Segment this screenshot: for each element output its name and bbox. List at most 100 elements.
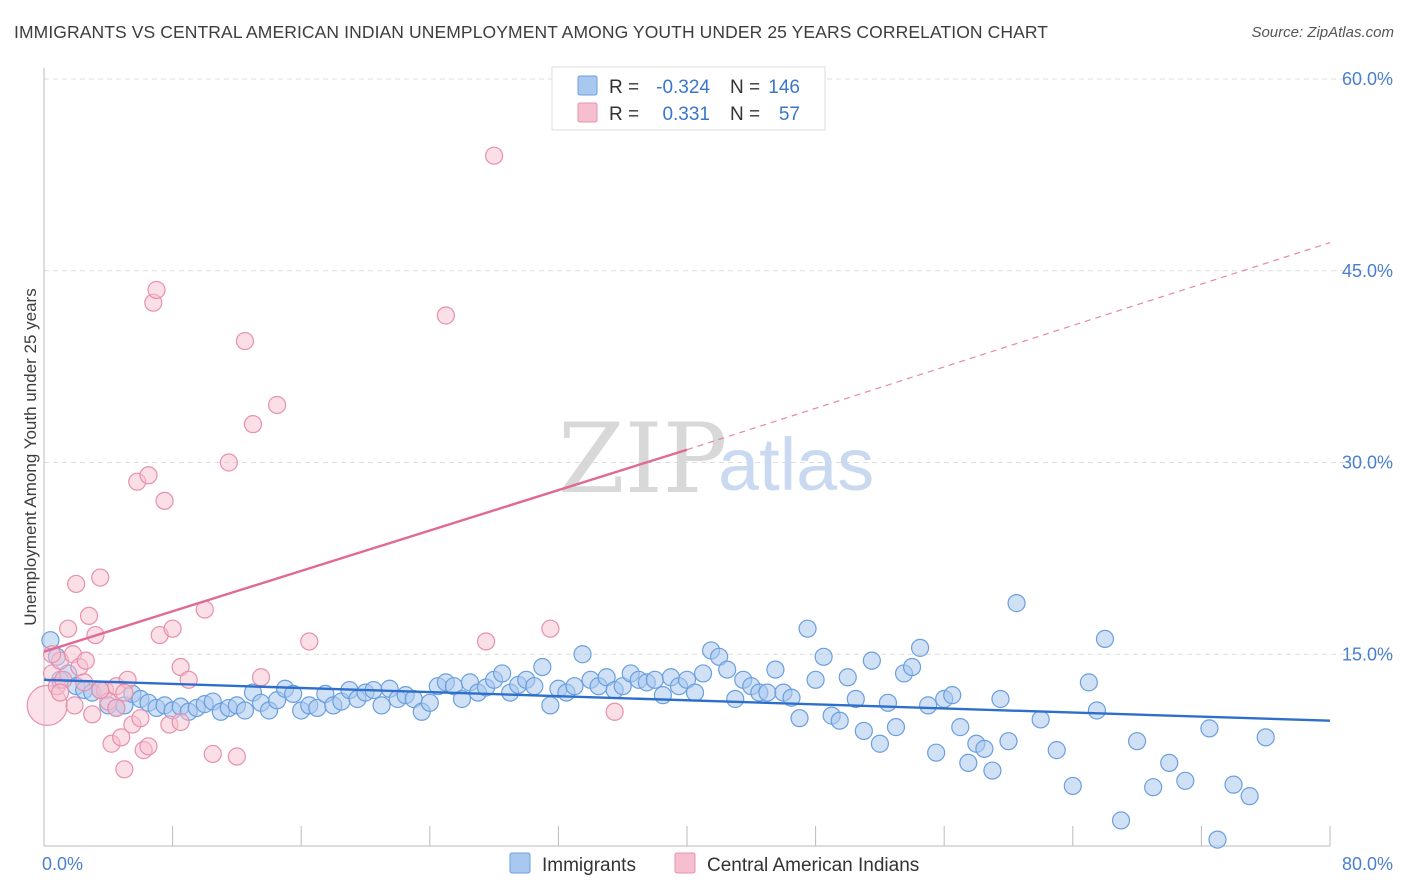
point-immigrants bbox=[565, 677, 584, 696]
point-immigrants bbox=[1063, 776, 1082, 796]
gridlines bbox=[44, 78, 1394, 655]
point-central-american-indians bbox=[147, 280, 166, 300]
point-central-american-indians bbox=[300, 632, 319, 651]
trend-lines bbox=[43, 242, 1331, 722]
point-immigrants bbox=[1240, 787, 1259, 806]
point-immigrants bbox=[573, 645, 592, 664]
point-immigrants bbox=[870, 734, 890, 753]
point-central-american-indians bbox=[67, 574, 86, 594]
point-immigrants bbox=[1127, 732, 1147, 751]
point-immigrants bbox=[235, 701, 255, 720]
point-immigrants bbox=[790, 709, 809, 728]
point-central-american-indians bbox=[107, 698, 126, 718]
point-immigrants bbox=[677, 670, 697, 689]
point-immigrants bbox=[951, 718, 970, 737]
point-immigrants bbox=[710, 647, 729, 666]
point-central-american-indians bbox=[76, 651, 95, 670]
point-immigrants bbox=[999, 732, 1018, 751]
y-tick-label: 45.0% bbox=[1342, 261, 1393, 281]
bottom-legend-label-cai: Central American Indians bbox=[707, 855, 919, 876]
point-immigrants bbox=[798, 619, 817, 638]
point-immigrants bbox=[846, 689, 865, 709]
point-central-american-indians bbox=[605, 702, 624, 721]
point-immigrants bbox=[1079, 673, 1098, 692]
point-central-american-indians bbox=[436, 306, 455, 325]
point-immigrants bbox=[1160, 753, 1179, 773]
point-immigrants bbox=[1200, 719, 1219, 738]
point-immigrants bbox=[766, 660, 785, 679]
point-immigrants bbox=[372, 696, 391, 715]
point-central-american-indians bbox=[219, 453, 238, 472]
legend-n-label-cai: N = bbox=[730, 104, 760, 125]
point-central-american-indians bbox=[171, 712, 190, 732]
point-central-american-indians bbox=[541, 619, 560, 638]
point-central-american-indians bbox=[251, 668, 271, 687]
legend-n-value-cai: 57 bbox=[779, 104, 800, 125]
top-legend: R = -0.324 N = 146 R = 0.331 N = 57 bbox=[551, 66, 826, 131]
point-central-american-indians bbox=[476, 632, 496, 651]
point-central-american-indians bbox=[65, 696, 84, 715]
trend-line-cai-extension bbox=[686, 242, 1331, 451]
legend-n-label-immigrants: N = bbox=[730, 77, 760, 98]
legend-r-label-immigrants: R = bbox=[609, 77, 639, 98]
legend-r-value-immigrants: -0.324 bbox=[656, 77, 710, 98]
point-central-american-indians bbox=[155, 491, 174, 510]
y-tick-label: 60.0% bbox=[1342, 69, 1393, 89]
point-immigrants bbox=[452, 689, 472, 709]
legend-r-value-cai: 0.331 bbox=[662, 104, 710, 125]
point-immigrants bbox=[919, 696, 938, 715]
watermark-atlas: atlas bbox=[718, 423, 874, 506]
point-immigrants bbox=[597, 668, 616, 687]
point-central-american-indians bbox=[83, 705, 102, 724]
point-central-american-indians bbox=[235, 331, 255, 351]
chart-source: Source: ZipAtlas.com bbox=[1251, 24, 1394, 41]
point-immigrants bbox=[284, 684, 303, 703]
axes bbox=[43, 68, 1331, 847]
watermark-zip: ZIP bbox=[558, 403, 727, 515]
point-immigrants bbox=[718, 660, 737, 679]
point-immigrants bbox=[1208, 830, 1227, 849]
point-immigrants bbox=[1031, 710, 1050, 729]
point-immigrants bbox=[975, 739, 994, 758]
point-immigrants bbox=[685, 683, 705, 702]
point-immigrants bbox=[983, 761, 1002, 780]
point-immigrants bbox=[613, 677, 632, 696]
x-tick-label: 80.0% bbox=[1342, 854, 1393, 874]
point-immigrants bbox=[693, 664, 713, 683]
point-immigrants bbox=[1007, 594, 1026, 613]
point-immigrants bbox=[1095, 629, 1115, 649]
point-immigrants bbox=[541, 696, 560, 715]
point-immigrants bbox=[838, 668, 857, 687]
point-immigrants bbox=[991, 689, 1010, 709]
point-immigrants bbox=[782, 688, 801, 707]
trend-line-cai bbox=[43, 448, 688, 653]
point-central-american-indians bbox=[50, 683, 70, 702]
point-central-american-indians bbox=[115, 683, 134, 702]
legend-n-value-immigrants: 146 bbox=[768, 77, 800, 98]
watermark: ZIP atlas bbox=[558, 403, 874, 515]
point-immigrants bbox=[1176, 771, 1195, 790]
point-central-american-indians bbox=[112, 728, 131, 747]
point-immigrants bbox=[830, 711, 849, 730]
x-tick-labels: 0.0% 80.0% bbox=[42, 854, 1393, 874]
legend-r-label-cai: R = bbox=[609, 104, 639, 125]
bottom-legend-label-immigrants: Immigrants bbox=[542, 855, 636, 876]
point-central-american-indians bbox=[267, 395, 287, 415]
point-immigrants bbox=[886, 718, 906, 737]
point-immigrants bbox=[862, 651, 881, 670]
point-immigrants bbox=[943, 686, 962, 705]
point-central-american-indians bbox=[203, 744, 222, 764]
point-immigrants bbox=[493, 664, 512, 683]
point-central-american-indians bbox=[163, 619, 182, 638]
point-central-american-indians bbox=[171, 657, 190, 677]
point-immigrants bbox=[959, 753, 978, 773]
point-immigrants bbox=[927, 743, 946, 762]
bottom-legend-swatch-immigrants bbox=[509, 852, 531, 874]
series-immigrants-points bbox=[41, 594, 1275, 849]
legend-swatch-cai bbox=[577, 102, 598, 123]
y-tick-label: 15.0% bbox=[1342, 644, 1393, 664]
point-central-american-indians bbox=[115, 760, 134, 779]
point-central-american-indians bbox=[139, 737, 158, 756]
trend-line-immigrants bbox=[43, 678, 1331, 722]
x-tick-label: 0.0% bbox=[42, 854, 83, 874]
